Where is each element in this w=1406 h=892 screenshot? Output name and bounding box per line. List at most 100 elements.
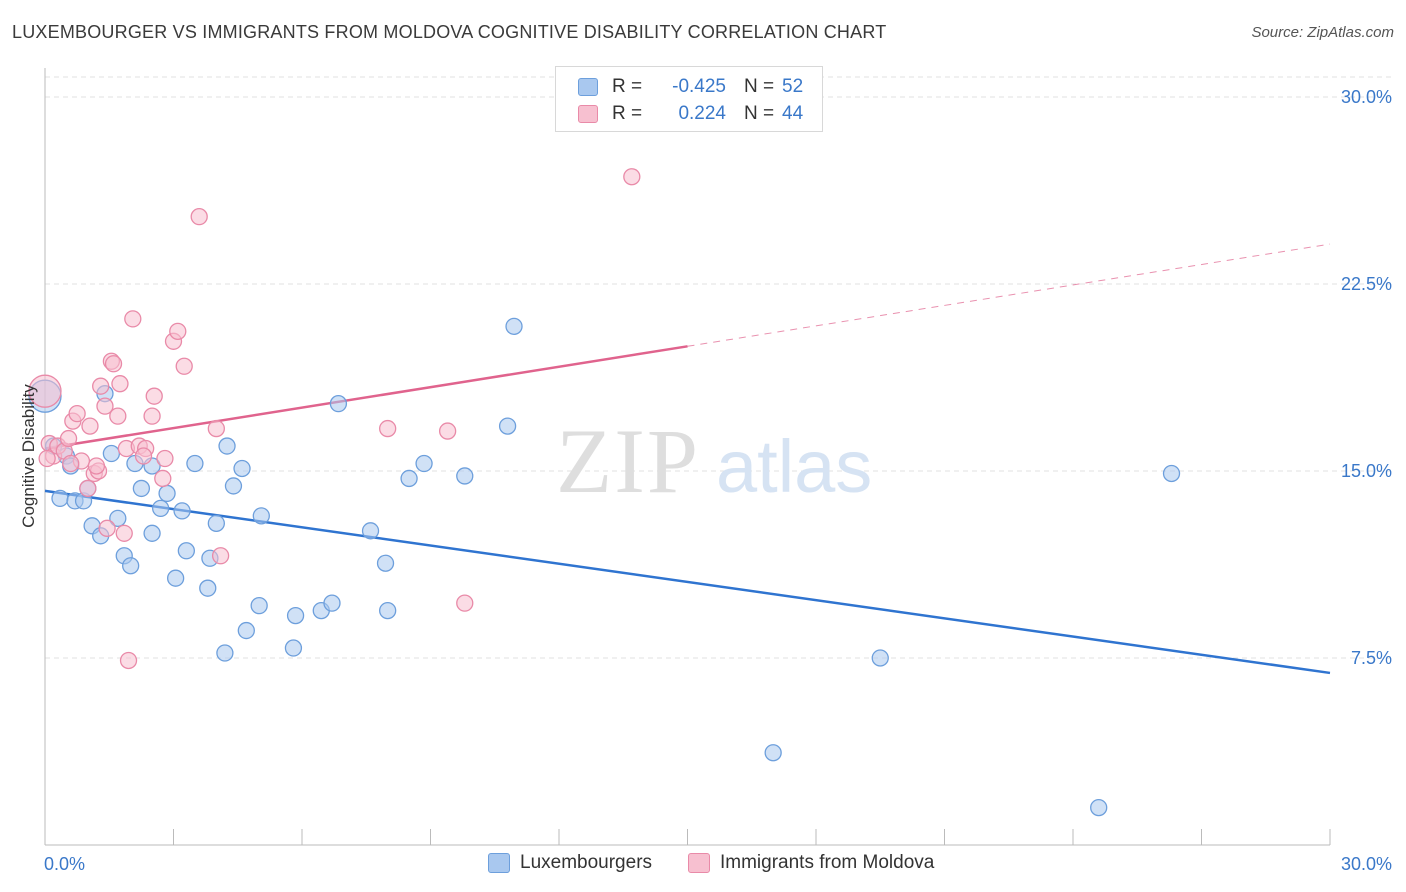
- moldova-point: [92, 377, 110, 395]
- trend-line: [44, 345, 688, 450]
- moldova-point: [59, 429, 78, 448]
- luxembourgers-point: [505, 317, 523, 336]
- y-tick-label: 30.0%: [1341, 87, 1392, 107]
- grid-lines: [45, 76, 1392, 659]
- luxembourgers-point: [166, 569, 185, 587]
- luxembourgers-point: [186, 454, 204, 473]
- source-label: Source: ZipAtlas.com: [1251, 24, 1394, 41]
- watermark-atlas: atlas: [716, 425, 872, 508]
- series-legend: Luxembourgers Immigrants from Moldova: [0, 852, 1406, 878]
- moldova-point: [119, 651, 138, 670]
- moldova-point: [109, 407, 127, 425]
- moldova-point: [438, 422, 457, 440]
- series-legend-label: Immigrants from Moldova: [720, 852, 935, 873]
- luxembourgers-point: [415, 454, 433, 473]
- luxembourgers-point: [158, 484, 176, 503]
- y-tick-label: 22.5%: [1341, 274, 1392, 294]
- luxembourgers-point: [218, 437, 236, 455]
- moldova-point: [623, 168, 641, 186]
- moldova-point: [98, 519, 116, 537]
- moldova-point: [38, 449, 56, 468]
- moldova-point: [124, 310, 142, 328]
- legend-n-value: 52: [782, 76, 804, 97]
- moldova-point: [28, 374, 62, 408]
- luxembourgers-point: [286, 606, 305, 625]
- legend-n-label: N =: [744, 103, 775, 124]
- luxembourgers-point: [871, 649, 889, 667]
- tick-labels: 7.5% 15.0% 22.5% 30.0% 0.0% 30.0%: [44, 87, 1392, 874]
- luxembourgers-point: [233, 459, 251, 478]
- luxembourgers-point: [51, 489, 69, 508]
- series-swatch-luxembourgers: [488, 853, 510, 873]
- luxembourgers-point: [498, 417, 517, 435]
- luxembourgers-point: [379, 601, 397, 620]
- legend-n-label: N =: [744, 76, 775, 97]
- luxembourgers-point: [122, 557, 140, 575]
- moldova-point: [115, 524, 133, 542]
- legend-row-luxembourgers: R = -0.425 N = 52: [578, 74, 803, 100]
- moldova-point: [62, 454, 80, 473]
- moldova-point: [68, 404, 86, 423]
- watermark-zip: ZIP: [556, 410, 700, 512]
- luxembourgers-point: [207, 514, 225, 532]
- moldova-point: [81, 417, 99, 435]
- x-tick-label: 0.0%: [44, 854, 85, 874]
- luxembourgers-point: [456, 467, 474, 485]
- luxembourgers-point: [1090, 798, 1108, 817]
- moldova-point: [156, 449, 174, 468]
- moldova-point: [211, 547, 230, 565]
- series-legend-label: Luxembourgers: [520, 852, 653, 873]
- legend-swatch-moldova: [578, 105, 598, 123]
- moldova-point: [190, 207, 208, 226]
- luxembourgers-point: [252, 507, 270, 525]
- luxembourgers-point: [237, 621, 255, 640]
- chart-title: LUXEMBOURGER VS IMMIGRANTS FROM MOLDOVA …: [12, 22, 887, 42]
- moldova-point: [207, 419, 225, 438]
- moldova-point: [175, 357, 193, 375]
- luxembourgers-point: [173, 502, 191, 520]
- stats-legend: R = -0.425 N = 52 R = 0.224 N = 44: [555, 66, 823, 132]
- moldova-point: [96, 397, 114, 415]
- luxembourgers-point: [177, 542, 196, 560]
- luxembourgers-point: [376, 554, 395, 572]
- y-axis-label: Cognitive Disability: [19, 384, 38, 528]
- data-points: [28, 168, 1181, 817]
- trend-line: [44, 489, 1331, 675]
- moldova-point: [134, 447, 153, 465]
- legend-swatch-luxembourgers: [578, 78, 598, 96]
- legend-r-value: 0.224: [678, 103, 726, 124]
- legend-r-label: R =: [612, 103, 643, 124]
- moldova-point: [379, 419, 397, 438]
- moldova-point: [169, 322, 187, 340]
- luxembourgers-point: [361, 522, 380, 540]
- luxembourgers-point: [224, 477, 243, 495]
- series-legend-luxembourgers[interactable]: Luxembourgers: [488, 852, 652, 874]
- series-legend-moldova[interactable]: Immigrants from Moldova: [688, 852, 934, 874]
- moldova-point: [456, 594, 474, 612]
- moldova-point: [79, 479, 97, 498]
- moldova-point: [143, 407, 161, 425]
- luxembourgers-point: [109, 509, 127, 528]
- x-tick-label: 30.0%: [1341, 854, 1392, 874]
- luxembourgers-point: [199, 579, 217, 597]
- luxembourgers-point: [216, 644, 234, 662]
- series-swatch-moldova: [688, 853, 710, 873]
- luxembourgers-point: [102, 444, 121, 463]
- moldova-point: [104, 355, 123, 373]
- moldova-point: [154, 469, 172, 488]
- trend-line: [687, 243, 1331, 347]
- y-tick-label: 15.0%: [1341, 461, 1392, 481]
- luxembourgers-point: [400, 469, 418, 488]
- luxembourgers-point: [250, 596, 268, 615]
- luxembourgers-point: [764, 744, 782, 762]
- legend-r-label: R =: [612, 76, 643, 97]
- luxembourgers-point: [143, 524, 161, 542]
- legend-row-moldova: R = 0.224 N = 44: [578, 101, 803, 127]
- legend-n-value: 44: [782, 103, 804, 124]
- luxembourgers-point: [329, 394, 348, 413]
- luxembourgers-point: [132, 479, 151, 498]
- moldova-point: [87, 457, 106, 475]
- luxembourgers-point: [323, 594, 341, 612]
- y-tick-label: 7.5%: [1351, 648, 1392, 668]
